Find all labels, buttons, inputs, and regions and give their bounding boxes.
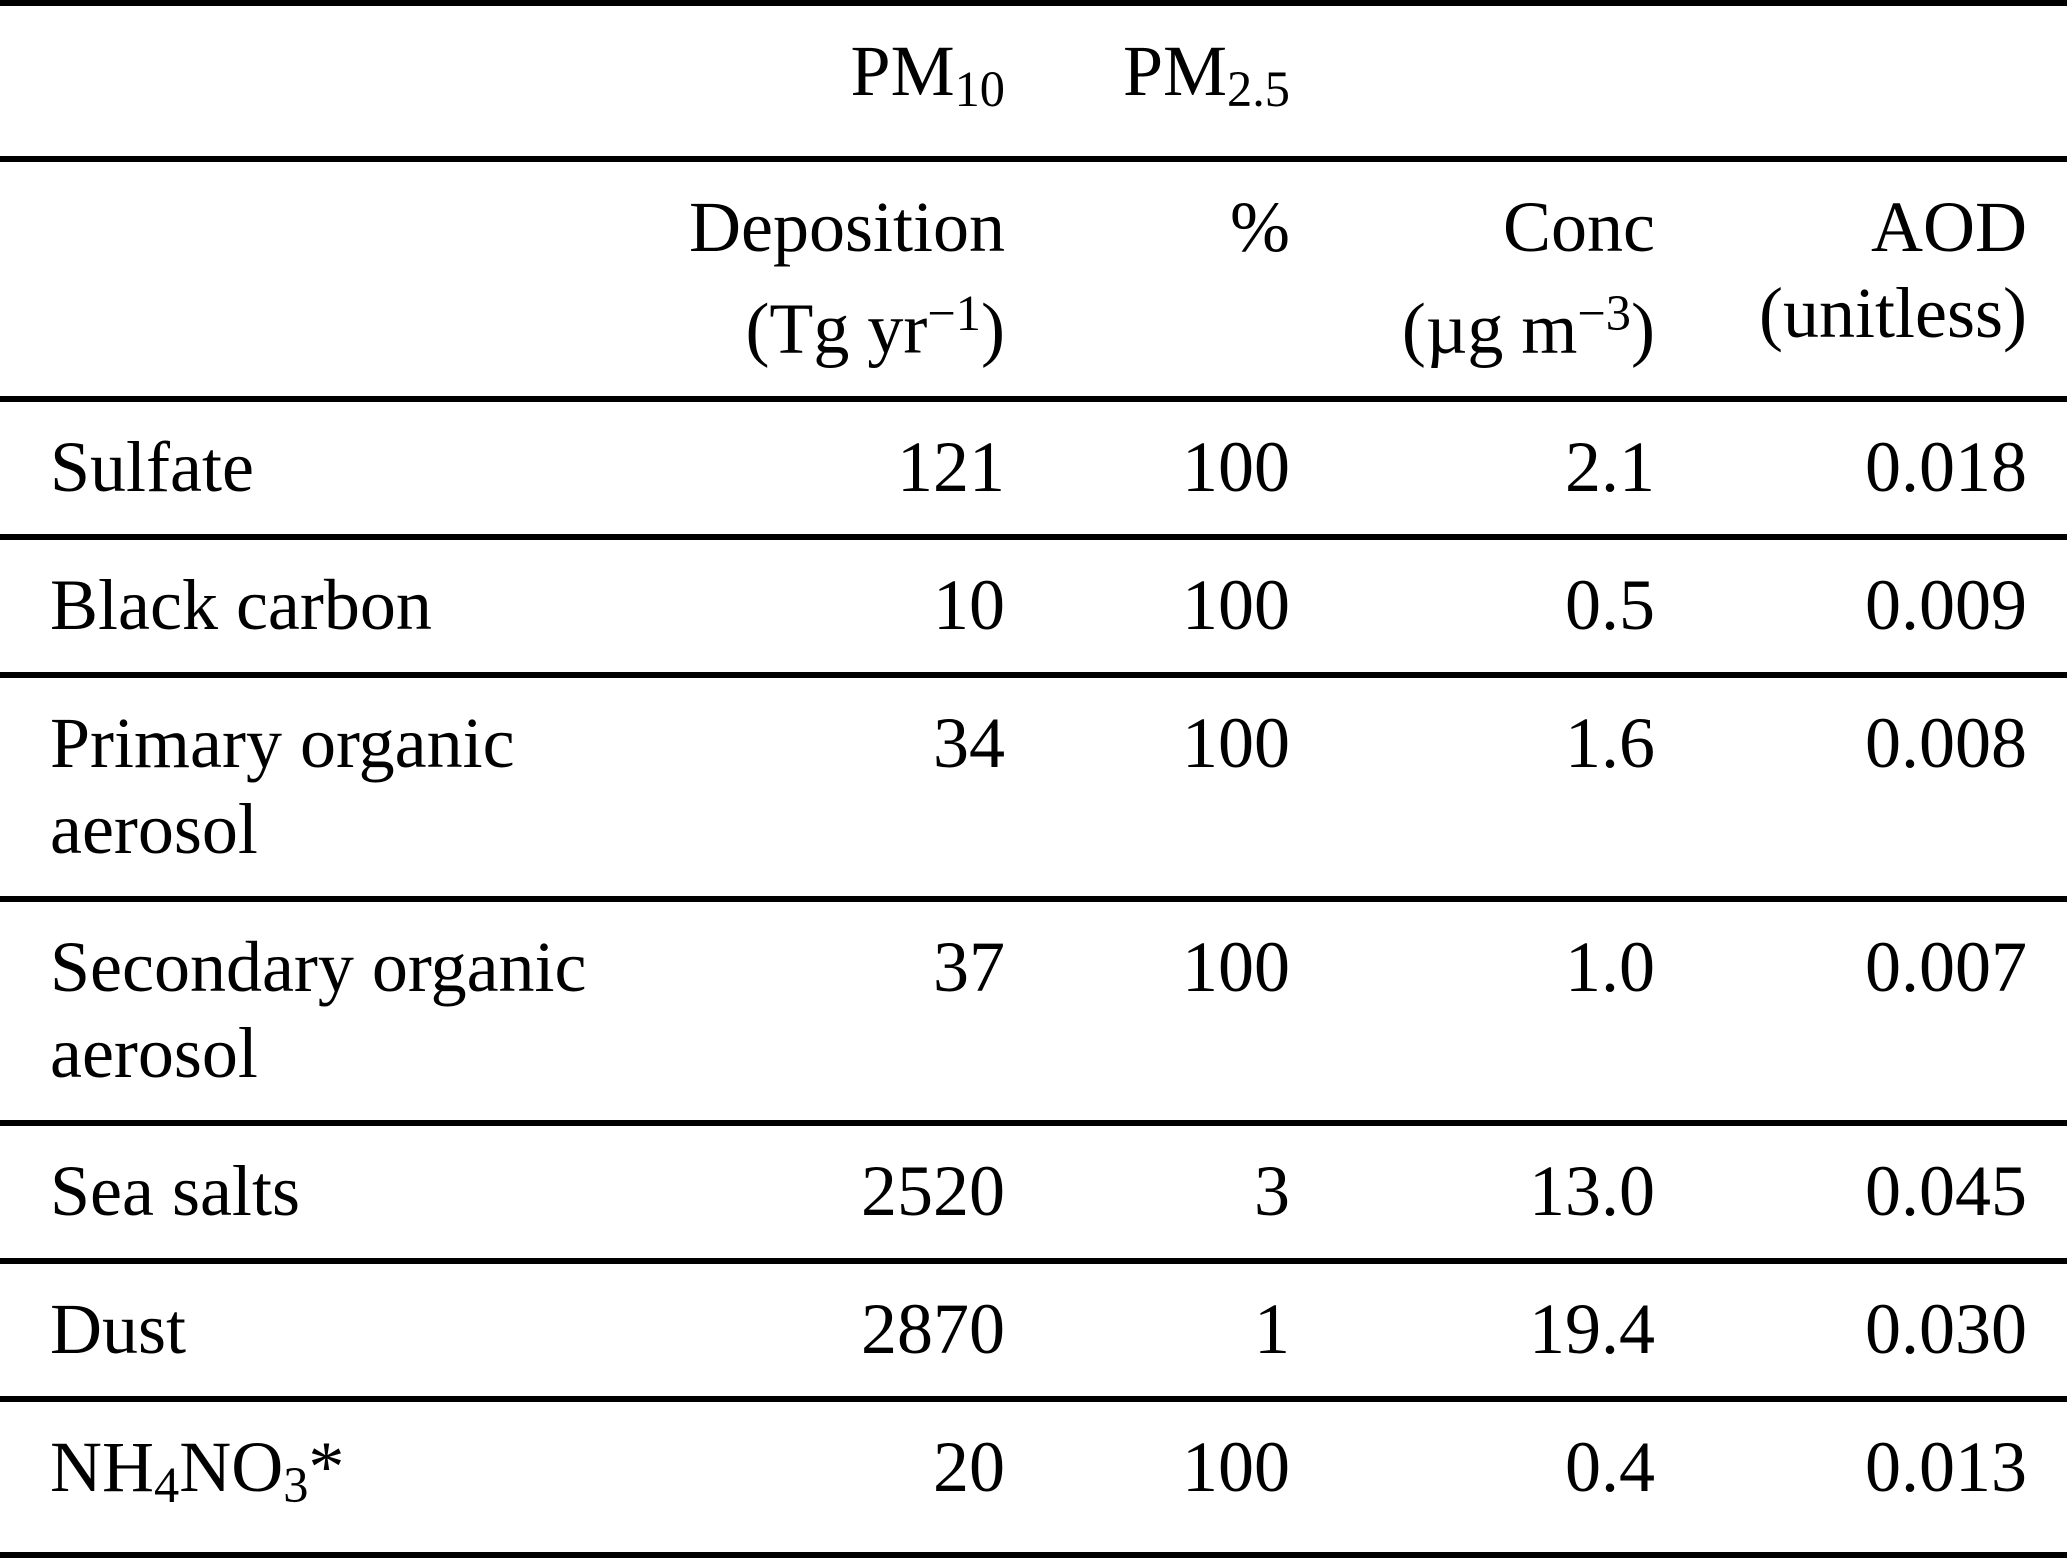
row-label-species: Secondary organic aerosol (50, 926, 587, 1093)
table-body: Sulfate 121 100 2.1 0.018 Black carbon 1… (0, 399, 2067, 1555)
group-header-row: PM10 PM2.5 (0, 3, 2067, 160)
cell-deposition: 34 (933, 702, 1005, 783)
table-row: Sea salts 2520 3 13.0 0.045 (0, 1123, 2067, 1261)
table-row: Sulfate 121 100 2.1 0.018 (0, 399, 2067, 537)
group-header-spacer (0, 3, 620, 159)
group-header-empty-conc (1290, 3, 1655, 159)
cell-pm25-percent: 3 (1254, 1150, 1290, 1231)
cell-conc: 13.0 (1529, 1150, 1655, 1231)
column-header-deposition: Deposition (Tg yr−1) (620, 159, 1005, 399)
column-header-deposition-title: Deposition (689, 187, 1005, 268)
cell-pm25-percent: 100 (1182, 702, 1290, 783)
cell-deposition: 10 (933, 564, 1005, 645)
column-header-pm25-percent: % (1005, 159, 1290, 399)
cell-aod: 0.045 (1865, 1150, 2027, 1231)
cell-conc: 0.5 (1565, 564, 1655, 645)
cell-pm25-percent: 100 (1182, 926, 1290, 1007)
row-label-species: Primary organic aerosol (50, 702, 515, 869)
column-header-conc-unit: (µg m−3) (1401, 285, 1655, 369)
column-header-percent-title: % (1230, 187, 1290, 268)
cell-conc: 1.6 (1565, 702, 1655, 783)
cell-deposition: 2520 (861, 1150, 1005, 1231)
cell-pm25-percent: 100 (1182, 426, 1290, 507)
cell-aod: 0.030 (1865, 1288, 2027, 1369)
table-row: Secondary organic aerosol 37 100 1.0 0.0… (0, 899, 2067, 1123)
column-header-aod-unit: (unitless) (1759, 273, 2027, 354)
cell-deposition: 20 (933, 1426, 1005, 1507)
row-label-species: Black carbon (50, 564, 432, 645)
column-header-row: Deposition (Tg yr−1) % Conc (µg m−3) AOD… (0, 159, 2067, 399)
cell-aod: 0.013 (1865, 1426, 2027, 1507)
row-label-species: Sea salts (50, 1150, 300, 1231)
cell-conc: 1.0 (1565, 926, 1655, 1007)
table-row: NH4NO3* 20 100 0.4 0.013 (0, 1399, 2067, 1555)
cell-aod: 0.008 (1865, 702, 2027, 783)
cell-deposition: 121 (897, 426, 1005, 507)
cell-aod: 0.009 (1865, 564, 2027, 645)
cell-conc: 0.4 (1565, 1426, 1655, 1507)
column-header-aod-title: AOD (1871, 187, 2027, 268)
cell-aod: 0.007 (1865, 926, 2027, 1007)
table-row: Primary organic aerosol 34 100 1.6 0.008 (0, 675, 2067, 899)
group-header-empty-aod (1655, 3, 2067, 159)
column-header-deposition-unit: (Tg yr−1) (745, 285, 1005, 369)
cell-pm25-percent: 100 (1182, 1426, 1290, 1507)
column-header-aod: AOD (unitless) (1655, 159, 2067, 399)
group-header-pm25: PM2.5 (1122, 31, 1290, 118)
group-header-pm10: PM10 (850, 31, 1005, 118)
cell-pm25-percent: 100 (1182, 564, 1290, 645)
cell-conc: 19.4 (1529, 1288, 1655, 1369)
cell-pm25-percent: 1 (1254, 1288, 1290, 1369)
cell-deposition: 37 (933, 926, 1005, 1007)
table-row: Black carbon 10 100 0.5 0.009 (0, 537, 2067, 675)
cell-conc: 2.1 (1565, 426, 1655, 507)
cell-deposition: 2870 (861, 1288, 1005, 1369)
table-row: Dust 2870 1 19.4 0.030 (0, 1261, 2067, 1399)
cell-aod: 0.018 (1865, 426, 2027, 507)
column-header-conc-title: Conc (1503, 187, 1655, 268)
row-label-species: Sulfate (50, 426, 254, 507)
column-header-species (0, 159, 620, 399)
column-header-conc: Conc (µg m−3) (1290, 159, 1655, 399)
row-label-species: NH4NO3* (50, 1426, 345, 1513)
row-label-species: Dust (50, 1288, 187, 1369)
